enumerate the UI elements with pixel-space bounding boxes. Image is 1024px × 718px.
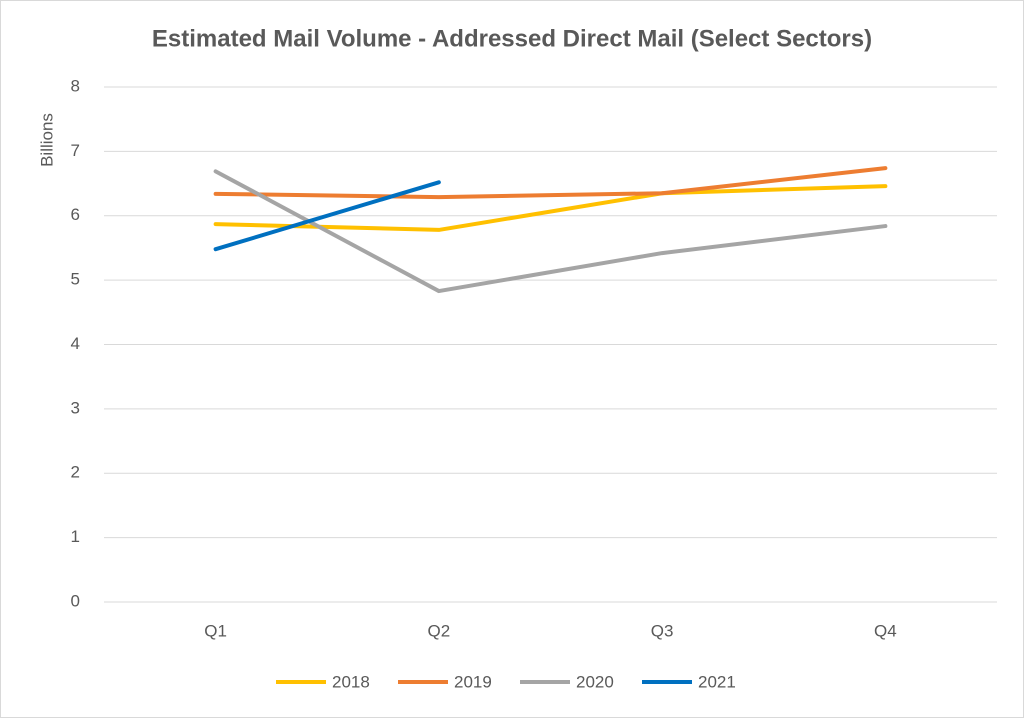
y-tick-label: 5 bbox=[71, 270, 80, 289]
data-line bbox=[213, 166, 888, 200]
y-axis-label: Billions bbox=[37, 113, 56, 167]
data-line bbox=[213, 180, 441, 252]
chart-title: Estimated Mail Volume - Addressed Direct… bbox=[152, 25, 872, 52]
legend-label: 2021 bbox=[698, 672, 736, 691]
x-tick-label: Q3 bbox=[651, 621, 674, 640]
y-tick-label: 7 bbox=[71, 141, 80, 160]
legend-label: 2019 bbox=[454, 672, 492, 691]
y-tick-label: 0 bbox=[71, 591, 80, 610]
x-tick-label: Q1 bbox=[204, 621, 227, 640]
data-line bbox=[213, 184, 888, 232]
legend-label: 2018 bbox=[332, 672, 370, 691]
y-tick-label: 4 bbox=[71, 334, 80, 353]
y-tick-label: 1 bbox=[71, 527, 80, 546]
x-tick-label: Q2 bbox=[428, 621, 451, 640]
data-line bbox=[213, 169, 888, 294]
x-tick-label: Q4 bbox=[874, 621, 897, 640]
y-tick-label: 8 bbox=[71, 76, 80, 95]
y-tick-label: 2 bbox=[71, 463, 80, 482]
y-tick-label: 6 bbox=[71, 205, 80, 224]
legend-label: 2020 bbox=[576, 672, 614, 691]
y-tick-label: 3 bbox=[71, 398, 80, 417]
